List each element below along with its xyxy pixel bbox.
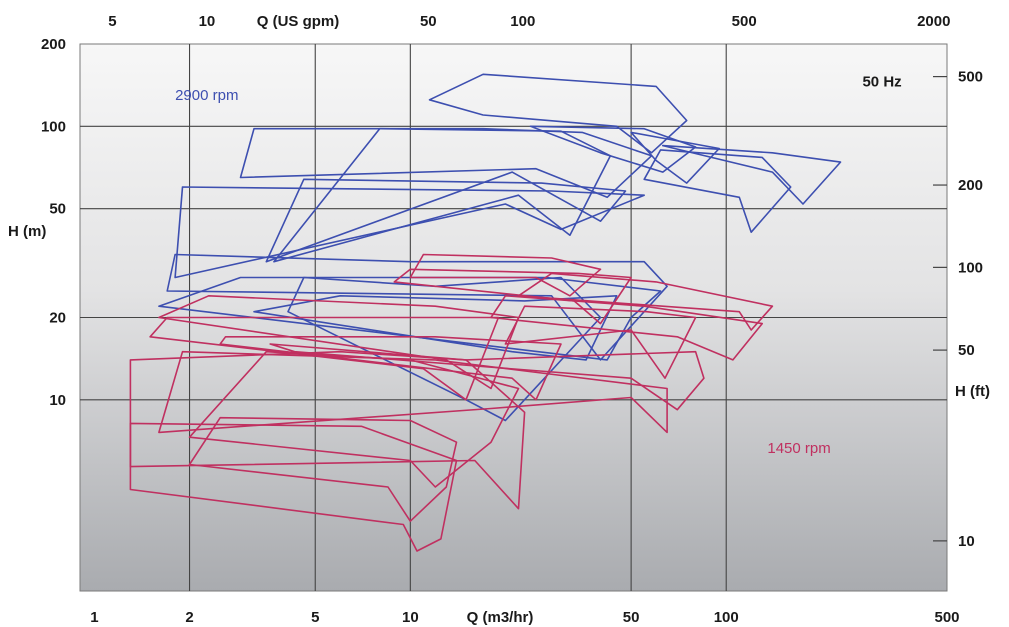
y2-tick-label: 200 — [958, 177, 983, 194]
y2-tick-label: 10 — [958, 533, 975, 550]
y2-tick-label: 100 — [958, 259, 983, 276]
y-tick-label: 50 — [49, 201, 66, 218]
pump-envelope — [273, 127, 612, 263]
x2-tick-label: 500 — [732, 13, 757, 30]
pump-envelope — [287, 276, 602, 422]
pump-envelope — [239, 127, 653, 199]
pump-envelope — [661, 144, 842, 205]
pump-envelope — [158, 350, 668, 434]
pump-envelope — [409, 253, 602, 297]
pump-envelope — [188, 416, 458, 523]
pump-envelope — [393, 268, 632, 325]
pump-envelope — [643, 149, 792, 233]
y-tick-label: 10 — [49, 392, 66, 409]
chart-annotation: 1450 rpm — [767, 440, 830, 457]
pump-envelope — [529, 125, 697, 173]
x-tick-label: 10 — [402, 609, 419, 626]
y-tick-label: 200 — [41, 36, 66, 53]
series-group — [158, 73, 842, 422]
pump-envelope — [166, 253, 668, 361]
series-group — [129, 253, 774, 552]
x2-tick-label: 10 — [199, 13, 216, 30]
pump-envelope — [129, 350, 526, 510]
y2-tick-label: 50 — [958, 342, 975, 359]
x2-tick-label: 2000 — [917, 13, 950, 30]
pump-envelope — [504, 305, 697, 380]
y-tick-label: 100 — [41, 118, 66, 135]
pump-envelope — [253, 294, 618, 361]
y-axis-title: H (m) — [8, 223, 46, 240]
chart-annotation: 50 Hz — [862, 73, 901, 90]
tick-marks — [933, 75, 947, 542]
pump-envelope — [428, 73, 688, 154]
pump-envelope — [149, 316, 500, 401]
y2-tick-label: 500 — [958, 69, 983, 86]
pump-envelope — [174, 186, 646, 279]
x2-tick-label: 50 — [420, 13, 437, 30]
pump-envelope — [265, 171, 627, 263]
y-tick-label: 20 — [49, 310, 66, 327]
x-axis-title: Q (m3/hr) — [467, 609, 534, 626]
x2-tick-label: 100 — [510, 13, 535, 30]
y2-axis-title: H (ft) — [955, 383, 990, 400]
x-tick-label: 5 — [311, 609, 319, 626]
pump-envelope — [158, 294, 520, 390]
x-tick-label: 500 — [934, 609, 959, 626]
pump-envelope — [517, 272, 774, 331]
pump-envelope — [219, 335, 562, 401]
x2-axis-title: Q (US gpm) — [257, 13, 340, 30]
chart-annotation: 2900 rpm — [175, 87, 238, 104]
pump-envelope — [630, 131, 721, 184]
x-tick-label: 50 — [623, 609, 640, 626]
series-envelopes — [129, 73, 842, 552]
x-tick-label: 100 — [714, 609, 739, 626]
x-tick-label: 1 — [90, 609, 98, 626]
x-tick-label: 2 — [185, 609, 193, 626]
pump-envelope — [188, 350, 520, 488]
x2-tick-label: 5 — [108, 13, 116, 30]
pump-envelope — [129, 422, 458, 552]
